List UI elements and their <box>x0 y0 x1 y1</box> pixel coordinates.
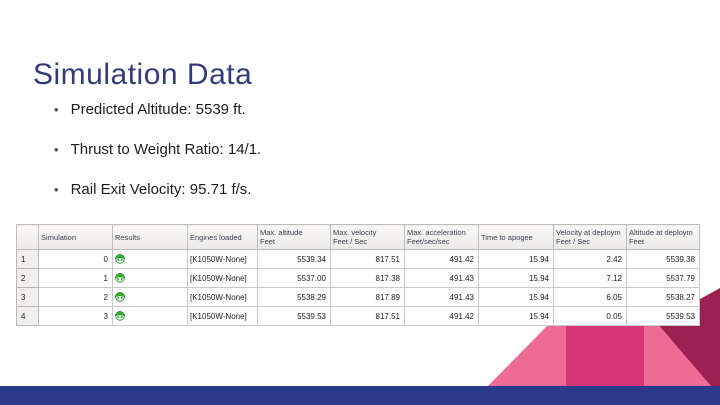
bullet-dot: • <box>54 102 59 117</box>
column-label: Time to apogee <box>481 232 533 242</box>
column-label: Altitude at deploym <box>629 228 693 237</box>
max-altitude-cell: 5538.29 <box>257 287 331 307</box>
column-header-time-to-apogee: Time to apogee <box>478 224 554 250</box>
column-label: Results <box>115 232 141 242</box>
altitude-at-deployment-cell: 5539.38 <box>626 249 700 269</box>
time-to-apogee-cell: 15.94 <box>478 287 554 307</box>
engines-cell: [K1050W-None] <box>187 287 258 307</box>
bullet-text: Predicted Altitude: 5539 ft. <box>70 101 246 118</box>
column-header-max-acceleration: Max. acceleration Feet/sec/sec <box>404 224 479 250</box>
column-header-velocity-at-deployment: Velocity at deploym Feet / Sec <box>553 224 627 250</box>
column-header-max-velocity: Max. velocity Feet / Sec <box>330 224 405 250</box>
velocity-at-deployment-cell: 0.05 <box>553 306 627 326</box>
green-ok-icon <box>115 311 125 321</box>
altitude-at-deployment-cell: 5538.27 <box>626 287 700 307</box>
engines-cell: [K1050W-None] <box>187 249 258 269</box>
velocity-at-deployment-cell: 7.12 <box>553 268 627 288</box>
column-header-altitude-at-deployment: Altitude at deploym Feet <box>626 224 700 250</box>
time-to-apogee-cell: 15.94 <box>478 249 554 269</box>
max-acceleration-cell: 491.43 <box>404 268 479 288</box>
bottom-navy-bar <box>0 386 720 405</box>
max-altitude-cell: 5539.53 <box>257 306 331 326</box>
max-velocity-cell: 817.51 <box>330 249 405 269</box>
results-cell <box>112 287 188 307</box>
bullet-dot: • <box>54 142 59 157</box>
column-header-engines-loaded: Engines loaded <box>187 224 258 250</box>
column-sublabel: Feet / Sec <box>556 237 591 246</box>
bullet-dot: • <box>54 182 59 197</box>
max-altitude-cell: 5537.00 <box>257 268 331 288</box>
max-acceleration-cell: 491.42 <box>404 249 479 269</box>
simulation-cell: 2 <box>38 287 113 307</box>
bullet-list: • Predicted Altitude: 5539 ft. • Thrust … <box>54 101 261 221</box>
table-row: 4 3 [K1050W-None] 5539.53 817.51 491.42 … <box>16 306 700 326</box>
table-row: 1 0 [K1050W-None] 5539.34 817.51 491.42 … <box>16 249 700 269</box>
max-acceleration-cell: 491.43 <box>404 287 479 307</box>
row-number-cell: 1 <box>16 249 39 269</box>
max-velocity-cell: 817.38 <box>330 268 405 288</box>
table-header-row: Simulation Results Engines loaded Max. a… <box>16 224 700 250</box>
maroon-triangle-shape <box>657 288 720 386</box>
column-sublabel: Feet <box>629 237 645 246</box>
altitude-at-deployment-cell: 5537.79 <box>626 268 700 288</box>
column-sublabel: Feet <box>260 237 276 246</box>
page-title: Simulation Data <box>33 58 253 92</box>
table-corner-cell <box>16 224 39 250</box>
velocity-at-deployment-cell: 6.05 <box>553 287 627 307</box>
row-number-cell: 2 <box>16 268 39 288</box>
engines-cell: [K1050W-None] <box>187 268 258 288</box>
row-number-cell: 4 <box>16 306 39 326</box>
max-altitude-cell: 5539.34 <box>257 249 331 269</box>
column-sublabel: Feet / Sec <box>333 237 368 246</box>
simulation-results-table: Simulation Results Engines loaded Max. a… <box>16 224 700 326</box>
time-to-apogee-cell: 15.94 <box>478 268 554 288</box>
column-label: Max. velocity <box>333 228 377 237</box>
table-row: 2 1 [K1050W-None] 5537.00 817.38 491.43 … <box>16 268 700 288</box>
column-header-results: Results <box>112 224 188 250</box>
magenta-band-shape <box>566 323 644 386</box>
bullet-item-rail-velocity: • Rail Exit Velocity: 95.71 f/s. <box>54 181 261 198</box>
column-label: Max. altitude <box>260 228 303 237</box>
column-label: Max. acceleration <box>407 228 466 237</box>
time-to-apogee-cell: 15.94 <box>478 306 554 326</box>
row-number-cell: 3 <box>16 287 39 307</box>
results-cell <box>112 306 188 326</box>
velocity-at-deployment-cell: 2.42 <box>553 249 627 269</box>
column-label: Simulation <box>41 232 77 242</box>
column-header-simulation: Simulation <box>38 224 113 250</box>
green-ok-icon <box>115 292 125 302</box>
max-velocity-cell: 817.51 <box>330 306 405 326</box>
altitude-at-deployment-cell: 5539.53 <box>626 306 700 326</box>
simulation-cell: 0 <box>38 249 113 269</box>
column-label: Velocity at deploym <box>556 228 621 237</box>
green-ok-icon <box>115 273 125 283</box>
results-cell <box>112 268 188 288</box>
green-ok-icon <box>115 254 125 264</box>
simulation-cell: 3 <box>38 306 113 326</box>
table-row: 3 2 [K1050W-None] 5538.29 817.89 491.43 … <box>16 287 700 307</box>
max-velocity-cell: 817.89 <box>330 287 405 307</box>
results-cell <box>112 249 188 269</box>
column-sublabel: Feet/sec/sec <box>407 237 450 246</box>
bullet-text: Thrust to Weight Ratio: 14/1. <box>70 141 262 158</box>
engines-cell: [K1050W-None] <box>187 306 258 326</box>
column-header-max-altitude: Max. altitude Feet <box>257 224 331 250</box>
bullet-text: Rail Exit Velocity: 95.71 f/s. <box>70 181 252 198</box>
column-label: Engines loaded <box>190 232 242 242</box>
bullet-item-altitude: • Predicted Altitude: 5539 ft. <box>54 101 261 118</box>
bullet-item-thrust-ratio: • Thrust to Weight Ratio: 14/1. <box>54 141 261 158</box>
max-acceleration-cell: 491.42 <box>404 306 479 326</box>
simulation-cell: 1 <box>38 268 113 288</box>
